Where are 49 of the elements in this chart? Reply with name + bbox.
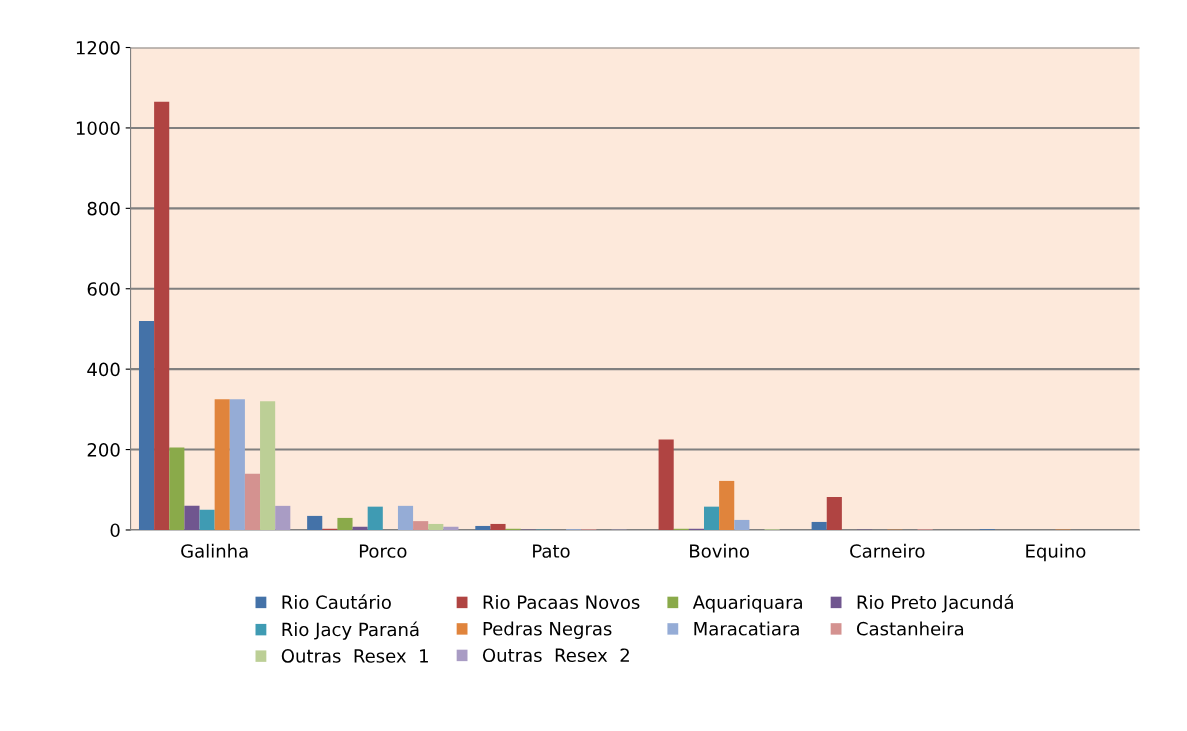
x-tick-label: Equino bbox=[1026, 543, 1086, 562]
y-tick-label: 1000 bbox=[76, 121, 120, 136]
bar bbox=[352, 526, 368, 530]
bar bbox=[260, 401, 276, 530]
legend-label: Outras Resex 1 bbox=[281, 649, 428, 663]
y-tick-label: 0 bbox=[110, 523, 120, 538]
legend-label: Rio Jacy Paraná bbox=[282, 621, 419, 640]
bar bbox=[811, 521, 827, 530]
legend-label: Aquariquara bbox=[692, 595, 802, 613]
bar bbox=[214, 399, 230, 530]
bar bbox=[826, 497, 842, 530]
bar bbox=[734, 519, 750, 530]
legend-label: Rio Preto Jacundá bbox=[857, 594, 1013, 613]
bar bbox=[703, 506, 720, 530]
y-tick-label: 1200 bbox=[76, 40, 120, 55]
x-tick-label: Carneiro bbox=[850, 543, 925, 558]
bar bbox=[138, 320, 155, 530]
y-tick-label: 400 bbox=[87, 362, 120, 377]
legend-label: Castanheira bbox=[856, 621, 964, 636]
bar bbox=[367, 506, 383, 530]
bar bbox=[428, 523, 444, 530]
legend-label: Rio Pacaas Novos bbox=[483, 595, 640, 610]
x-tick-label: Porco bbox=[359, 544, 407, 558]
x-tick-label: Pato bbox=[533, 544, 570, 558]
legend-label: Maracatiara bbox=[694, 621, 799, 636]
bar bbox=[169, 447, 185, 530]
x-tick-label: Galinha bbox=[181, 543, 248, 558]
y-tick-label: 600 bbox=[87, 282, 120, 296]
legend-label: Rio Cautário bbox=[282, 594, 391, 610]
bar bbox=[413, 521, 429, 530]
bar bbox=[490, 523, 506, 530]
bar bbox=[397, 505, 414, 530]
bar bbox=[658, 439, 674, 530]
legend-label: Pedras Negras bbox=[483, 621, 612, 640]
bar bbox=[337, 517, 353, 530]
bar bbox=[154, 101, 170, 530]
legend-label: Outras Resex 2 bbox=[482, 648, 629, 663]
bar bbox=[475, 525, 491, 530]
bar bbox=[443, 526, 459, 530]
bar bbox=[229, 399, 245, 530]
x-tick-label: Bovino bbox=[690, 543, 749, 558]
bar bbox=[184, 505, 200, 530]
bar bbox=[275, 505, 291, 530]
y-tick-label: 800 bbox=[87, 201, 120, 216]
y-tick-label: 200 bbox=[87, 443, 120, 457]
bar bbox=[244, 473, 261, 530]
bar bbox=[719, 480, 735, 530]
bar bbox=[199, 509, 215, 530]
bar bbox=[307, 515, 323, 530]
